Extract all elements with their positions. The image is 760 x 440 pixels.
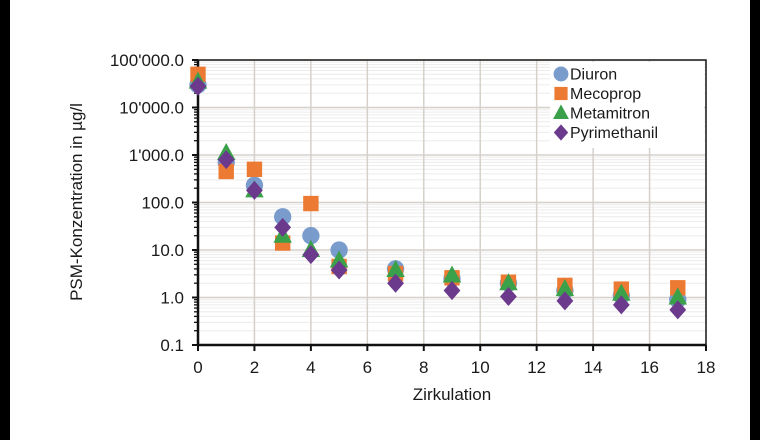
diamond-marker [612,295,630,315]
data-points [188,66,688,320]
y-tick-label: 100'000.0 [110,51,184,70]
triangle-marker [612,283,631,301]
x-tick-label: 10 [471,358,490,377]
triangle-marker [329,250,349,268]
square-marker [246,161,263,177]
y-axis-title: PSM-Konzentration in µg/l [67,103,86,301]
diamond-marker [443,281,461,301]
square-marker [303,195,319,212]
x-axis-ticks: 0 2 4 6 8 10 12 14 16 18 [193,345,715,377]
legend-label-pyrimethanil: Pyrimethanil [570,125,658,142]
x-tick-label: 18 [697,358,716,377]
diamond-marker [500,286,517,307]
y-tick-label: 0.1 [160,336,184,355]
x-tick-label: 6 [363,358,372,377]
y-axis-ticks: 0.1 1.0 10.0 100.0 1'000.0 10'000.0 100'000.0 [110,51,198,355]
x-tick-label: 4 [306,358,315,377]
circle-legend-icon [553,66,569,82]
diamond-legend-icon [553,124,569,141]
diamond-marker [217,150,235,170]
legend-label-mecoprop: Mecoprop [570,86,641,103]
legend-label-diuron: Diuron [570,67,617,84]
x-tick-label: 2 [250,358,259,377]
circle-marker [273,208,292,226]
legend-label-metamitron: Metamitron [570,106,650,123]
y-tick-label: 1.0 [160,289,184,308]
y-tick-label: 100.0 [141,194,184,213]
circle-marker [302,227,320,245]
diamond-marker [302,245,320,265]
diamond-marker [246,180,263,200]
square-legend-icon [554,86,568,101]
diamond-marker [330,260,348,280]
series-pyrimethanil [189,76,687,320]
triangle-marker [442,265,462,283]
square-marker [218,163,234,180]
x-tick-label: 8 [419,358,428,377]
legend: Diuron Mecoprop Metamitron Pyrimethanil [550,62,704,148]
x-tick-label: 14 [584,358,603,377]
legend-box [550,62,704,148]
y-tick-label: 1'000.0 [129,146,184,165]
triangle-marker [555,279,575,297]
scatter-chart: 0.11.010.0100.01'000.010'000.0100'000.0 … [67,51,715,404]
x-tick-label: 16 [640,358,659,377]
triangle-legend-icon [553,104,569,119]
circle-marker [330,241,348,259]
y-tick-label: 10.0 [151,241,184,260]
diamond-marker [387,273,404,293]
chart-canvas: 0.1 1.0 10.0 100.0 1'000.0 10'000.0 100'000.0 … [10,0,750,440]
diamond-marker [556,291,574,311]
triangle-marker [668,287,688,305]
x-tick-label: 12 [527,358,546,377]
diamond-marker [669,300,687,320]
diamond-marker [189,76,207,96]
diamond-marker [274,217,292,237]
y-tick-label: 10'000.0 [119,99,184,118]
triangle-marker [386,259,405,277]
x-axis-title: Zirkulation [413,385,491,404]
x-tick-label: 0 [193,358,202,377]
triangle-marker [499,273,518,291]
